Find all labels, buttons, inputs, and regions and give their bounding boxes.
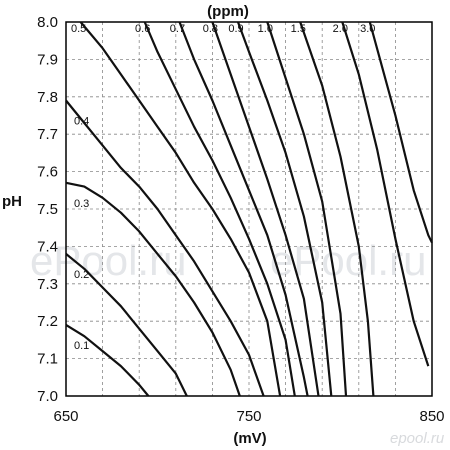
x-tick-label: 650 [53,408,78,425]
y-tick-label: 7.0 [37,388,58,405]
curve-label-0-6: 0.6 [135,23,150,35]
curve-0-8 [211,21,320,397]
curve-label-1-0: 1.0 [258,23,273,35]
curve-1-0 [266,21,348,397]
y-tick-label: 7.5 [37,201,58,218]
y-tick-label: 7.1 [37,351,58,368]
curve-0-6 [143,21,296,397]
curve-label-0-8: 0.8 [203,23,218,35]
curve-labels: 0.1 0.2 0.3 0.4 0.5 0.6 0.7 0.8 0.9 1.0 1.5 2.0 3.0 [71,23,375,352]
curve-label-1-5: 1.5 [291,23,306,35]
y-axis-ticks: 7.0 7.1 7.2 7.3 7.4 7.5 7.6 7.7 7.8 7.9 8.0 [37,14,58,405]
x-tick-label: 750 [236,408,261,425]
y-tick-label: 7.6 [37,164,58,181]
curve-0-9 [236,21,333,397]
curve-label-0-3: 0.3 [74,198,89,210]
y-tick-label: 7.8 [37,89,58,106]
curve-label-0-1: 0.1 [74,340,89,352]
watermark-left: ePool.ru [30,237,186,284]
curve-0-4 [65,99,265,397]
plot-frame [65,21,433,397]
curve-label-2-0: 2.0 [333,23,348,35]
curve-label-0-7: 0.7 [170,23,185,35]
y-axis-title: pH [2,193,22,210]
curve-label-0-2: 0.2 [74,269,89,281]
y-tick-label: 7.4 [37,238,58,255]
curves [65,21,433,397]
y-tick-label: 8.0 [37,14,58,31]
y-tick-label: 7.3 [37,276,58,293]
curve-0-7 [178,21,309,397]
x-tick-label: 850 [419,408,444,425]
curve-1-5 [299,21,375,397]
curve-3-0 [368,21,433,244]
y-tick-label: 7.7 [37,126,58,143]
curve-label-3-0: 3.0 [360,23,375,35]
top-axis-title: (ppm) [207,3,249,20]
curve-0-1 [65,323,150,397]
y-tick-label: 7.9 [37,51,58,68]
site-logo: epool.ru [390,430,445,447]
x-axis-title: (mV) [233,430,266,447]
curve-label-0-9: 0.9 [228,23,243,35]
curve-2-0 [341,21,430,367]
y-tick-label: 7.2 [37,313,58,330]
curve-0-5 [79,21,282,397]
curve-0-3 [65,181,241,397]
x-axis-ticks: 650 750 850 [53,408,444,425]
curve-label-0-4: 0.4 [74,116,89,128]
curve-0-2 [65,253,188,397]
curve-label-0-5: 0.5 [71,23,86,35]
